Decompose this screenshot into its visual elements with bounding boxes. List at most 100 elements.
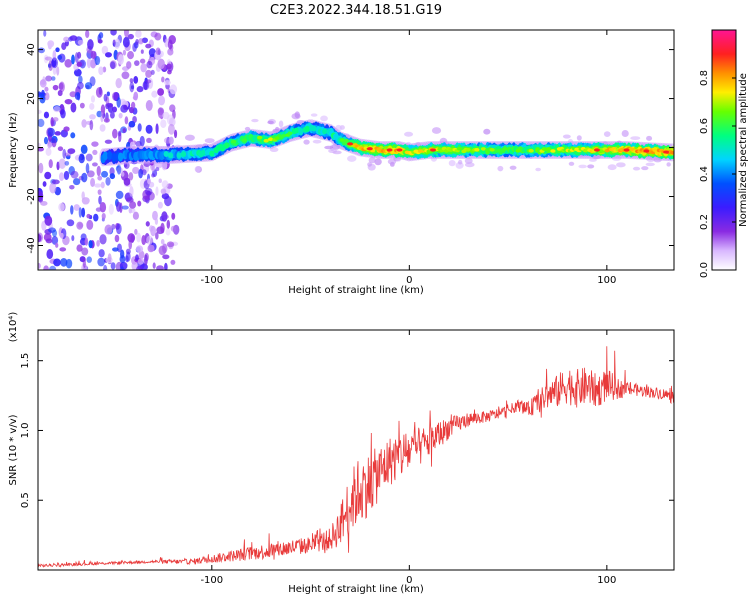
noise-speckle-layer xyxy=(38,30,671,270)
noise-speckle xyxy=(157,58,165,70)
noise-speckle xyxy=(96,239,100,247)
noise-speckle xyxy=(144,187,153,196)
noise-speckle xyxy=(155,186,159,196)
haze-speckle xyxy=(294,111,300,119)
ridge-cell xyxy=(163,151,169,158)
noise-speckle xyxy=(97,39,103,44)
ridge-cell xyxy=(474,148,480,152)
haze-speckle xyxy=(267,120,274,125)
noise-speckle xyxy=(58,158,66,169)
ridge-cell xyxy=(456,146,463,151)
noise-speckle xyxy=(166,219,171,229)
ridge-cell xyxy=(550,149,556,153)
noise-speckle xyxy=(90,95,96,103)
ridge-cell xyxy=(167,152,174,159)
noise-speckle xyxy=(55,47,60,53)
haze-speckle xyxy=(184,134,195,141)
x-tick-label: -100 xyxy=(200,575,223,586)
noise-speckle xyxy=(94,183,102,188)
noise-speckle xyxy=(112,128,118,139)
noise-speckle xyxy=(161,180,169,189)
noise-speckle xyxy=(38,196,43,203)
haze-speckle xyxy=(589,158,597,162)
ridge-cell xyxy=(322,128,328,135)
noise-speckle xyxy=(89,103,95,110)
noise-speckle xyxy=(43,136,48,145)
noise-speckle xyxy=(161,76,165,83)
noise-speckle xyxy=(90,50,97,59)
ridge-cell xyxy=(209,150,215,157)
noise-speckle xyxy=(43,265,49,270)
haze-speckle xyxy=(483,128,491,135)
noise-speckle xyxy=(86,57,92,69)
haze-speckle xyxy=(457,159,463,165)
noise-speckle xyxy=(81,191,85,200)
noise-speckle xyxy=(145,79,152,84)
noise-speckle xyxy=(170,225,177,232)
haze-speckle xyxy=(666,162,671,167)
noise-speckle xyxy=(140,63,147,73)
noise-speckle xyxy=(122,36,130,48)
noise-speckle xyxy=(122,49,127,56)
noise-speckle xyxy=(123,30,129,38)
noise-speckle xyxy=(147,178,151,185)
noise-speckle xyxy=(58,202,65,212)
ridge-cell xyxy=(293,127,300,134)
noise-speckle xyxy=(92,149,98,155)
noise-speckle xyxy=(103,117,110,123)
ridge-cell xyxy=(111,152,117,162)
noise-speckle xyxy=(63,126,70,132)
noise-speckle xyxy=(38,47,45,54)
ridge-cell xyxy=(257,135,263,140)
noise-speckle xyxy=(51,179,60,185)
ridge-peak xyxy=(663,150,670,154)
y-tick-label: 1.5 xyxy=(20,353,31,369)
noise-speckle xyxy=(136,232,141,243)
noise-speckle xyxy=(107,253,112,262)
noise-speckle xyxy=(162,254,170,260)
ridge-cell xyxy=(287,131,293,136)
noise-speckle xyxy=(133,75,139,84)
ridge-cell xyxy=(107,151,113,161)
noise-speckle xyxy=(76,221,84,230)
haze-speckle xyxy=(367,162,372,167)
noise-speckle xyxy=(98,32,104,39)
noise-speckle xyxy=(110,30,117,36)
haze-speckle xyxy=(448,160,456,167)
noise-speckle xyxy=(129,186,134,197)
noise-speckle xyxy=(43,111,50,119)
noise-speckle xyxy=(125,255,129,263)
ridge-cell xyxy=(528,149,534,153)
noise-speckle xyxy=(82,257,86,268)
haze-speckle xyxy=(194,166,201,173)
noise-speckle xyxy=(61,42,67,51)
y-tick-label: -40 xyxy=(26,237,37,253)
noise-speckle xyxy=(70,170,79,179)
ridge-cell xyxy=(263,139,269,143)
noise-speckle xyxy=(145,99,153,111)
noise-speckle xyxy=(64,160,70,166)
noise-speckle xyxy=(112,247,119,252)
ridge-peak xyxy=(347,142,354,146)
noise-speckle xyxy=(84,237,89,246)
ridge-cell xyxy=(176,152,182,159)
noise-speckle xyxy=(160,188,167,195)
noise-speckle xyxy=(72,178,81,186)
noise-speckle xyxy=(137,200,142,207)
ridge-cell xyxy=(515,149,521,153)
noise-speckle xyxy=(155,167,160,172)
x-axis-ticks: -100 0 100 xyxy=(200,330,616,586)
noise-speckle xyxy=(155,47,161,55)
noise-speckle xyxy=(78,154,85,164)
haze-speckle xyxy=(646,135,653,141)
noise-speckle xyxy=(60,257,68,267)
noise-speckle xyxy=(51,57,59,69)
noise-speckle xyxy=(90,177,96,187)
noise-speckle xyxy=(139,135,145,147)
x-tick-label: 0 xyxy=(406,275,412,286)
noise-speckle xyxy=(97,175,103,181)
colorbar-tick-label: 0.6 xyxy=(699,118,710,134)
noise-speckle xyxy=(108,203,114,215)
noise-speckle xyxy=(128,207,133,214)
noise-speckle xyxy=(98,195,102,205)
